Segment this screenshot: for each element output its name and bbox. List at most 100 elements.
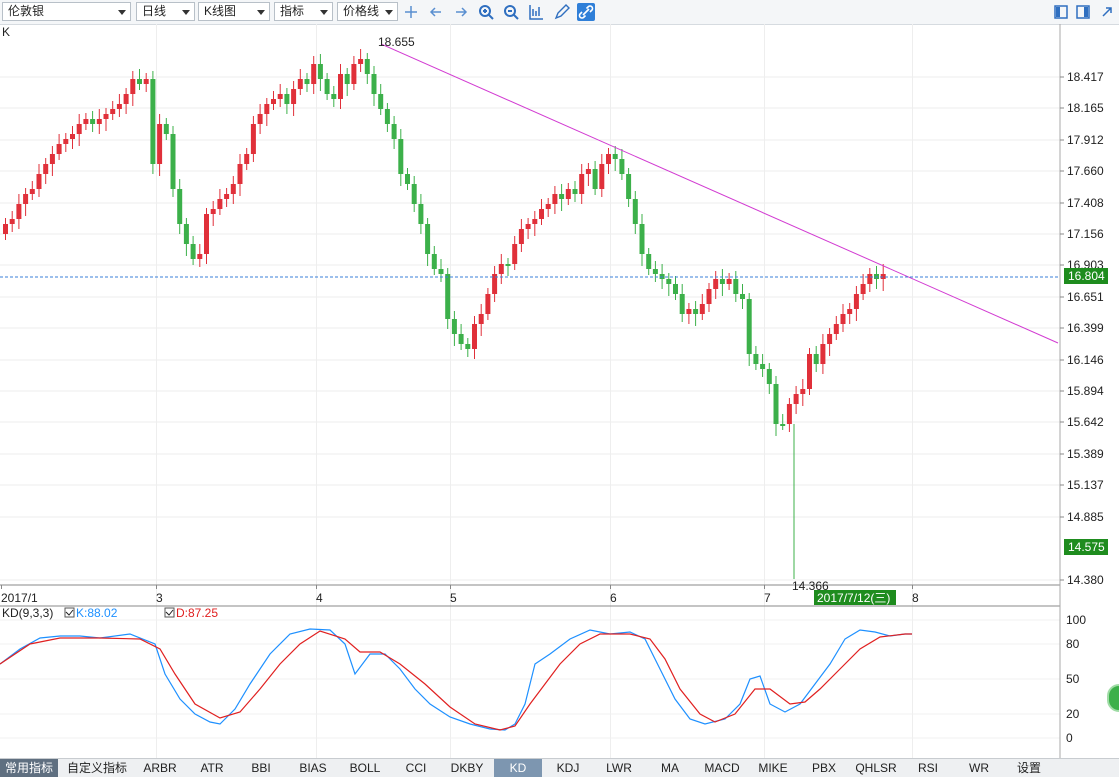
candle	[391, 116, 397, 149]
candle	[344, 68, 350, 96]
candle-body	[585, 169, 591, 174]
candle-body	[780, 424, 786, 426]
crosshair-icon[interactable]	[402, 3, 420, 21]
candle-body	[713, 279, 719, 289]
tab-自定义指标[interactable]: 自定义指标	[66, 761, 127, 775]
candle-body	[699, 304, 705, 314]
candle	[364, 53, 370, 84]
candle-body	[813, 354, 819, 364]
candle-body	[539, 209, 544, 219]
candle	[291, 81, 297, 116]
tab-bias[interactable]: BIAS	[299, 761, 327, 775]
zoom-out-icon[interactable]	[502, 3, 520, 21]
chart-type-select[interactable]: K线图	[198, 2, 270, 21]
bar-chart-icon[interactable]	[527, 3, 545, 21]
arrow-right-icon[interactable]	[452, 3, 470, 21]
candle	[552, 186, 558, 214]
candle	[143, 73, 149, 92]
tab-dkby[interactable]: DKBY	[450, 761, 484, 775]
pencil-icon[interactable]	[553, 3, 571, 21]
candle-body	[190, 244, 196, 259]
candle-body	[652, 269, 658, 274]
candle-body	[773, 384, 779, 424]
candle-body	[458, 334, 464, 344]
tab-ma[interactable]: MA	[661, 761, 679, 775]
chart-area[interactable]: K 18.655 14.366 18.417 18.165 17.912 17.660…	[0, 24, 1119, 758]
chevron-down-icon	[257, 10, 265, 15]
candle	[338, 64, 343, 109]
panel-left-icon[interactable]	[1052, 3, 1070, 21]
symbol-select[interactable]: 伦敦银	[2, 2, 131, 21]
tab-pbx[interactable]: PBX	[811, 761, 836, 775]
indicator-select[interactable]: 指标	[274, 2, 333, 21]
candle	[29, 181, 35, 200]
candle-body	[304, 79, 310, 84]
tab-macd[interactable]: MACD	[704, 761, 740, 775]
y-tick-label: 15.894	[1067, 384, 1104, 398]
candle-body	[485, 294, 491, 314]
link-icon[interactable]	[577, 3, 595, 21]
candle-body	[706, 289, 712, 304]
candle-body	[465, 344, 471, 349]
d-checkbox[interactable]	[164, 607, 175, 618]
candle-body	[250, 124, 256, 154]
price-line-select[interactable]: 价格线	[337, 2, 398, 21]
candle	[485, 288, 491, 320]
candle-body	[230, 184, 236, 194]
candle	[304, 73, 310, 92]
tab-rsi[interactable]: RSI	[917, 761, 938, 775]
tab-common[interactable]: 常用指标	[0, 759, 58, 777]
tab-boll[interactable]: BOLL	[349, 761, 381, 775]
k-checkbox[interactable]	[64, 607, 75, 618]
tab-bbi[interactable]: BBI	[251, 761, 271, 775]
tab-atr[interactable]: ATR	[200, 761, 224, 775]
tab-设置[interactable]: 设置	[1016, 761, 1041, 775]
candle-body	[76, 124, 82, 134]
candle-body	[103, 114, 109, 119]
tab-kdj[interactable]: KDJ	[556, 761, 580, 775]
zoom-in-icon[interactable]	[477, 3, 495, 21]
candle-body	[425, 224, 431, 254]
candle-body	[740, 294, 745, 299]
candle	[36, 164, 42, 197]
tab-lwr[interactable]: LWR	[606, 761, 632, 775]
period-select[interactable]: 日线	[136, 2, 195, 21]
low-price-value: 14.575	[1068, 540, 1105, 554]
candle-body	[137, 79, 142, 84]
indicator-value: 指标	[280, 4, 305, 18]
candle-body	[766, 369, 772, 384]
candle	[512, 236, 518, 270]
candle	[673, 276, 678, 300]
candle	[565, 183, 571, 205]
candle	[860, 274, 866, 300]
candle	[217, 189, 223, 215]
candle-body	[163, 124, 169, 134]
tab-arbr[interactable]: ARBR	[143, 761, 177, 775]
chart-type-value: K线图	[204, 4, 237, 18]
arrow-left-icon[interactable]	[427, 3, 445, 21]
candle-body	[599, 164, 605, 189]
tab-cci[interactable]: CCI	[405, 761, 427, 775]
candle-body	[646, 254, 652, 269]
candle-body	[351, 64, 357, 84]
candle-body	[431, 254, 437, 269]
candle-body	[49, 154, 55, 164]
price-line-value: 价格线	[343, 4, 380, 18]
candle-body	[492, 274, 498, 294]
tab-wr[interactable]: WR	[969, 761, 989, 775]
y-tick-label: 17.660	[1067, 164, 1104, 178]
candle-body	[130, 79, 136, 94]
panel-right-icon[interactable]	[1074, 3, 1092, 21]
candle	[277, 84, 283, 107]
candle-body	[793, 394, 799, 404]
expand-icon[interactable]	[1098, 3, 1116, 21]
candle	[116, 94, 122, 117]
tab-kd[interactable]: KD	[494, 759, 542, 777]
tab-mike[interactable]: MIKE	[758, 761, 788, 775]
candle	[110, 101, 116, 120]
candle	[163, 118, 169, 140]
candle	[505, 258, 511, 276]
tab-qhlsr[interactable]: QHLSR	[855, 761, 897, 775]
candle-body	[606, 154, 611, 164]
trend-line[interactable]	[380, 43, 1059, 344]
